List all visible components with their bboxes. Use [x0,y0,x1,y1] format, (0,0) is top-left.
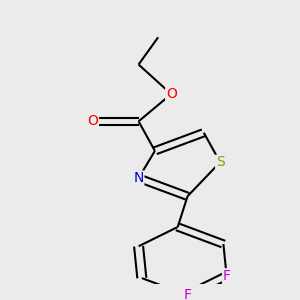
Text: O: O [166,87,177,101]
Text: F: F [223,269,231,283]
Text: S: S [216,155,224,169]
Text: F: F [184,288,191,300]
Text: O: O [88,114,98,128]
Text: N: N [134,171,144,185]
